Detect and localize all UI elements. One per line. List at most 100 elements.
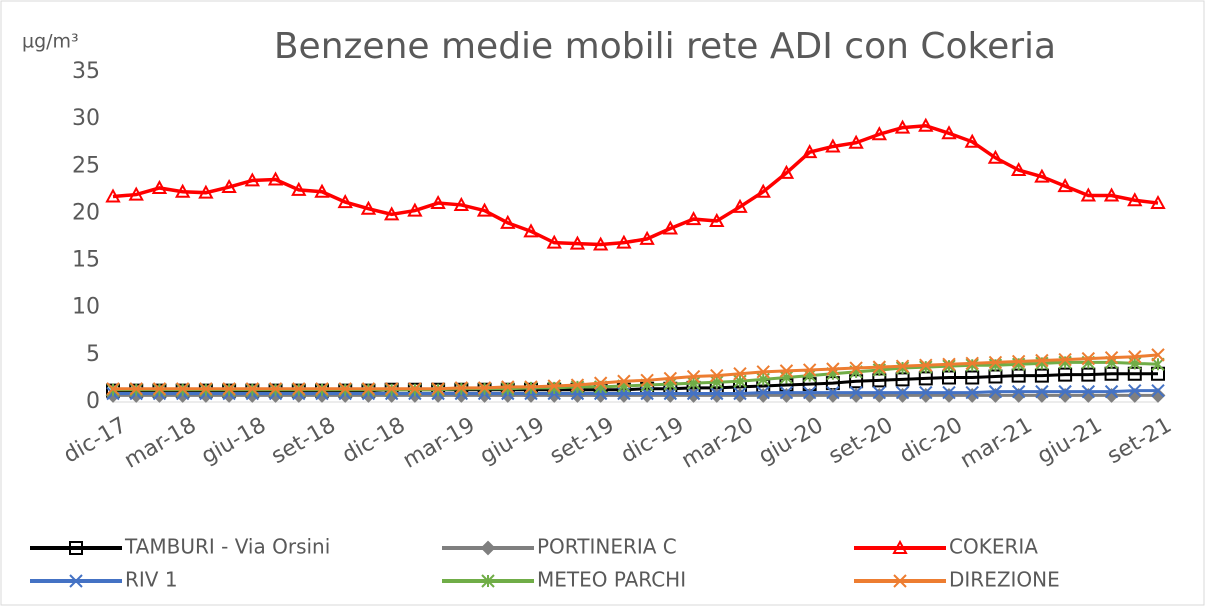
point-marker — [1058, 367, 1073, 382]
point-marker — [198, 184, 214, 199]
point-marker — [222, 382, 236, 396]
point-marker — [1011, 368, 1026, 383]
legend-item: TAMBURI - Via Orsini — [30, 535, 330, 559]
point-marker — [1104, 366, 1119, 381]
point-marker — [616, 234, 632, 249]
series-line — [113, 389, 1158, 396]
point-marker — [501, 382, 515, 396]
series-line — [113, 353, 1159, 391]
legend-item: RIV 1 — [30, 568, 178, 592]
point-marker — [942, 359, 956, 373]
point-marker — [1150, 194, 1166, 210]
legend-item: METEO PARCHI — [442, 568, 686, 592]
point-marker — [360, 200, 377, 215]
point-marker — [570, 380, 585, 394]
point-marker — [942, 370, 956, 385]
point-marker — [848, 134, 864, 149]
point-marker — [1081, 384, 1096, 399]
point-marker — [849, 385, 863, 400]
point-marker — [710, 386, 724, 401]
legend-label: DIREZIONE — [949, 568, 1060, 592]
point-marker — [524, 380, 538, 394]
point-marker — [175, 382, 190, 396]
point-marker — [1127, 192, 1143, 207]
point-marker — [710, 368, 724, 383]
point-marker — [942, 357, 956, 371]
point-marker — [640, 373, 654, 388]
point-marker — [802, 363, 817, 377]
point-marker — [383, 206, 400, 221]
point-marker — [1081, 351, 1096, 366]
point-marker — [1035, 353, 1049, 368]
point-marker — [523, 223, 539, 238]
point-marker — [892, 539, 908, 554]
legend-item: COKERIA — [854, 535, 1038, 559]
point-marker — [756, 385, 770, 400]
point-marker — [801, 144, 818, 159]
legend-label: RIV 1 — [125, 568, 178, 592]
y-tick-label: 25 — [72, 153, 100, 178]
point-marker — [1080, 187, 1097, 202]
point-marker — [570, 378, 585, 392]
point-marker — [988, 384, 1003, 399]
point-marker — [477, 381, 492, 395]
point-marker — [965, 370, 980, 385]
point-marker — [314, 183, 330, 198]
legend-label: METEO PARCHI — [537, 568, 686, 592]
point-marker — [430, 194, 446, 210]
y-tick-label: 30 — [72, 106, 100, 131]
point-marker — [802, 385, 817, 400]
point-marker — [639, 230, 655, 245]
chart-title: Benzene medie mobili rete ADI con Cokeri… — [274, 26, 1056, 67]
point-marker — [1058, 384, 1072, 399]
point-marker — [174, 183, 191, 198]
point-marker — [593, 376, 608, 390]
point-marker — [1011, 354, 1026, 369]
point-marker — [895, 385, 910, 400]
point-marker — [476, 202, 493, 217]
series — [106, 348, 1165, 396]
point-marker — [686, 386, 701, 401]
point-marker — [106, 382, 120, 396]
point-marker — [1034, 168, 1050, 183]
point-marker — [965, 356, 979, 371]
point-marker — [965, 358, 979, 372]
point-marker — [1057, 177, 1073, 193]
point-marker — [129, 382, 143, 396]
point-marker — [569, 235, 586, 250]
point-marker — [663, 386, 678, 401]
point-marker — [268, 382, 283, 396]
point-marker — [407, 202, 423, 217]
point-marker — [337, 194, 353, 209]
point-marker — [1128, 383, 1142, 398]
point-marker — [453, 196, 470, 211]
point-marker — [244, 172, 261, 187]
y-axis-label: µg/m³ — [22, 31, 79, 53]
point-marker — [1011, 384, 1026, 399]
point-marker — [988, 355, 1003, 370]
point-marker — [592, 236, 609, 251]
point-marker — [894, 119, 911, 134]
point-marker — [1127, 366, 1142, 381]
point-marker — [825, 138, 841, 153]
point-marker — [1058, 352, 1072, 367]
point-marker — [1035, 384, 1049, 399]
point-marker — [663, 371, 678, 386]
point-marker — [1151, 366, 1165, 381]
point-marker — [221, 178, 237, 194]
point-marker — [662, 220, 679, 235]
point-marker — [128, 186, 144, 201]
point-marker — [919, 360, 933, 374]
point-marker — [1104, 384, 1119, 399]
y-tick-label: 5 — [86, 342, 100, 367]
point-marker — [872, 373, 887, 388]
point-marker — [685, 210, 702, 226]
legend-label: PORTINERIA C — [537, 535, 677, 559]
point-marker — [732, 198, 748, 213]
point-marker — [267, 171, 284, 186]
point-marker — [500, 214, 516, 229]
point-marker — [1128, 350, 1142, 364]
point-marker — [105, 188, 121, 203]
point-marker — [733, 367, 747, 381]
